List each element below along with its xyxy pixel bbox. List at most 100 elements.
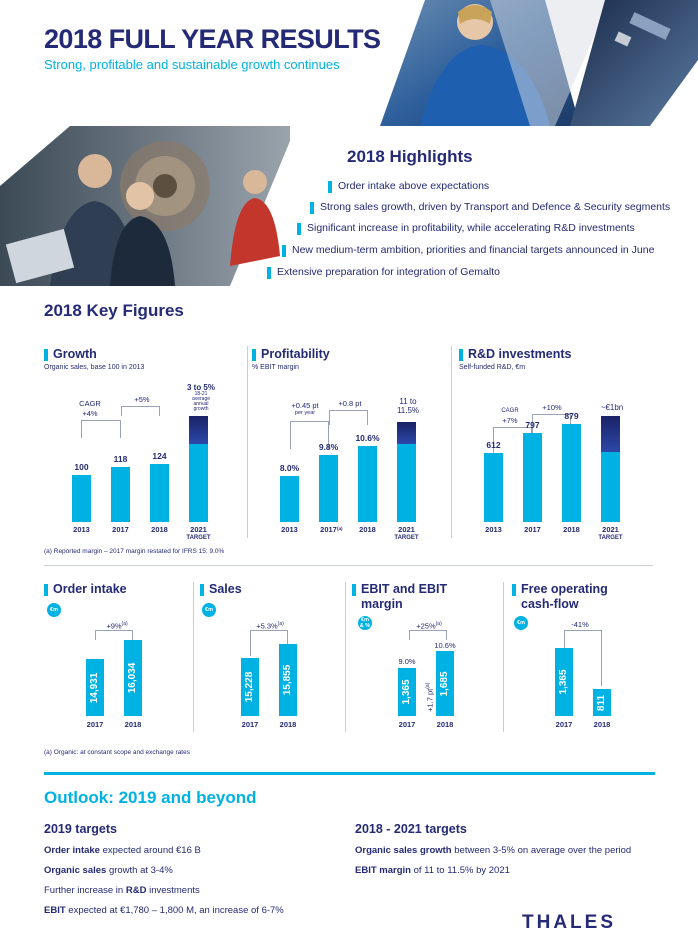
target-line-bold: EBIT margin xyxy=(355,865,411,876)
order-intake-change-note: (a) xyxy=(121,621,128,627)
kpi-bar-value: 16,034 xyxy=(127,662,138,694)
profitability-ann-b: +0.8 pt xyxy=(338,399,362,408)
highlight-item: New medium-term ambition, priorities and… xyxy=(282,244,654,257)
target-line-text: investments xyxy=(146,885,200,896)
euro-badge: €m xyxy=(47,603,61,617)
ebit-change: +25%(a) xyxy=(404,620,454,631)
chart-category-label: 2018 xyxy=(151,525,168,534)
profitability-ann-a-connector xyxy=(290,421,329,449)
chart-bar xyxy=(111,466,130,522)
sales-title: Sales xyxy=(200,582,242,597)
fcf-title: Free operating cash-flow xyxy=(512,582,608,612)
chart-category-label: 2013 xyxy=(485,525,502,534)
highlight-item: Order intake above expectations xyxy=(328,180,489,193)
chart-category-label: 2013 xyxy=(73,525,90,534)
growth-target-line: growth xyxy=(193,406,209,412)
kpi-bar-value: 1,365 xyxy=(558,669,569,695)
fcf-change: -41% xyxy=(571,620,589,629)
target-line-text: Further increase in xyxy=(44,885,126,896)
chart-category-label: 2021 TARGET xyxy=(179,526,219,542)
highlights-title: 2018 Highlights xyxy=(347,147,473,166)
ebit-title: EBIT and EBIT margin xyxy=(352,582,447,612)
chart-bar xyxy=(150,463,169,522)
chart-category-label: 2021 TARGET xyxy=(591,526,631,542)
kpi-bar xyxy=(279,644,297,716)
chart-target-bar xyxy=(601,416,620,452)
kpi-bar-value: 15,228 xyxy=(244,671,255,703)
target-line-bold: R&D xyxy=(125,885,147,896)
kpi-year-label: 2017 xyxy=(241,720,259,729)
chart-category-label: 2017 xyxy=(112,525,129,534)
order-intake-change: +9%(a) xyxy=(92,620,142,631)
ebit-title-line: EBIT and EBIT xyxy=(361,582,448,596)
kpi-year-label: 2018 xyxy=(124,720,142,729)
kpi-bar xyxy=(241,658,259,716)
kpi-year-label: 2017 xyxy=(86,720,104,729)
target-line-bold: Order intake xyxy=(44,845,100,856)
target-line-text: of 11 to 11.5% by 2021 xyxy=(410,865,510,876)
chart-bar xyxy=(319,455,338,522)
chart-bar xyxy=(562,423,581,522)
divider xyxy=(193,582,194,732)
targets-2021-heading: 2018 - 2021 targets xyxy=(355,822,467,836)
rd-target-label: ~€1bn xyxy=(600,403,624,412)
kpi-bar xyxy=(555,648,573,716)
fcf-title-line: cash-flow xyxy=(521,597,579,611)
outlook-title: Outlook: 2019 and beyond xyxy=(44,788,257,807)
chart-bar xyxy=(523,432,542,522)
page-subtitle: Strong, profitable and sustainable growt… xyxy=(44,57,340,72)
chart-value-label: 9.8% xyxy=(318,442,339,453)
ebit-pt-label: +1.7 pt(a) xyxy=(424,672,435,722)
growth-yoy-label: +5% xyxy=(134,395,150,404)
profitability-ann-a: +0.45 pt per year xyxy=(283,401,327,416)
highlight-item: Significant increase in profitability, w… xyxy=(297,222,635,235)
page-title: 2018 FULL YEAR RESULTS xyxy=(44,24,381,54)
chart-value-label: 879 xyxy=(564,410,579,421)
chart-value-label: 100 xyxy=(74,462,89,472)
kpi-year-label: 2017 xyxy=(555,720,573,729)
kpi-bar-value: 1,365 xyxy=(401,679,412,705)
growth-target-line: 18-21 xyxy=(194,391,208,397)
euro-badge: €m & % xyxy=(358,616,372,630)
profitability-target-line: 11 to xyxy=(399,397,417,406)
outlook-divider xyxy=(44,772,655,775)
ebit-change-value: +25% xyxy=(416,621,436,631)
chart-target-bar xyxy=(189,416,208,444)
ebit-pt-value: +1.7 pt xyxy=(425,688,435,712)
divider xyxy=(503,582,504,732)
chart-category-label: 2018 xyxy=(359,525,376,534)
sales-change: +5.3%(a) xyxy=(245,620,295,631)
ebit-connector xyxy=(409,630,447,640)
chart-value-label: 8.0% xyxy=(279,463,300,474)
rd-yoy-label: +10% xyxy=(542,403,562,412)
chart-category-label: 2018 xyxy=(563,525,580,534)
kpi-bar xyxy=(86,659,104,716)
chart-bar xyxy=(72,475,91,522)
kpi-bar xyxy=(124,640,142,716)
order-intake-title: Order intake xyxy=(44,582,127,597)
divider xyxy=(44,565,653,566)
kpi-bar xyxy=(593,689,611,716)
kpi-bar-value: 14,931 xyxy=(89,672,100,703)
target-line-text: expected at €1,780 – 1,800 M, an increas… xyxy=(65,905,284,916)
ebit-pt-note: (a) xyxy=(424,682,431,689)
key-figures-title: 2018 Key Figures xyxy=(44,301,184,320)
rd-title: R&D investments xyxy=(459,347,572,362)
chart-value-label: 118 xyxy=(113,453,128,464)
rd-cagr-label: CAGR xyxy=(501,408,519,414)
target-line: Organic sales growth at 3-4% xyxy=(44,865,173,876)
sales-connector xyxy=(250,630,288,656)
sales-change-note: (a) xyxy=(277,621,284,627)
chart-target-base xyxy=(189,444,208,522)
target-line: Further increase in R&D investments xyxy=(44,885,200,896)
chart-bar xyxy=(358,445,377,522)
footnote-organic: (a) Organic: at constant scope and excha… xyxy=(44,749,190,756)
ebit-title-line: margin xyxy=(361,597,403,611)
chart-value-label: 797 xyxy=(525,419,540,430)
target-line-text: between 3-5% on average over the period xyxy=(451,845,632,856)
growth-target-line: annual xyxy=(193,401,209,407)
target-line: Organic sales growth between 3-5% on ave… xyxy=(355,845,631,856)
euro-badge: €m xyxy=(202,603,216,617)
rd-subtitle: Self-funded R&D, €m xyxy=(459,364,526,371)
growth-title: Growth xyxy=(44,347,97,362)
